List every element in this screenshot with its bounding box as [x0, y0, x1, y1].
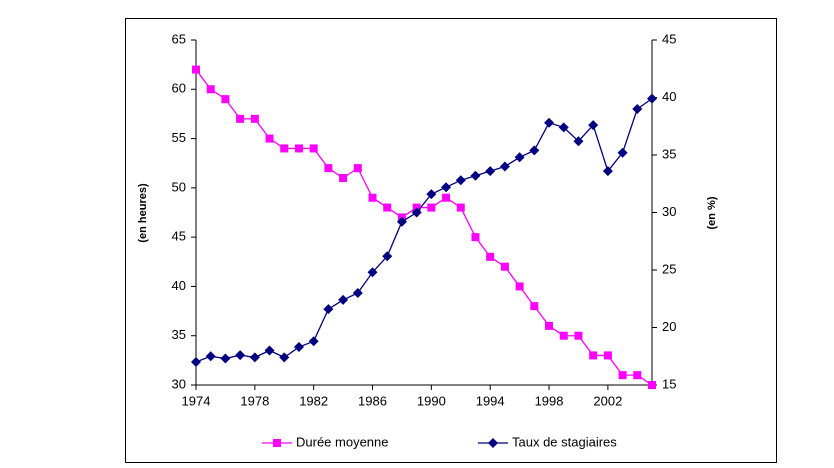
legend-marker — [488, 438, 498, 448]
point — [353, 164, 362, 173]
x-tick-label: 1974 — [182, 393, 211, 408]
point — [235, 350, 246, 361]
point — [514, 152, 525, 163]
point — [441, 182, 452, 193]
point — [602, 166, 613, 177]
x-tick-label: 1990 — [417, 393, 446, 408]
point — [632, 104, 643, 114]
y-tick-label: 40 — [172, 278, 186, 293]
y-tick-label: 55 — [172, 130, 186, 145]
y-tick-label: 45 — [172, 229, 186, 244]
point — [191, 357, 201, 367]
point — [470, 170, 481, 181]
point — [338, 294, 349, 305]
point — [471, 233, 480, 242]
point — [279, 352, 290, 363]
point — [456, 203, 465, 212]
point — [323, 304, 334, 315]
y-tick-label: 65 — [172, 31, 186, 46]
point — [588, 120, 599, 131]
y2-tick-label: 40 — [662, 89, 676, 104]
point — [617, 147, 628, 158]
point — [529, 145, 540, 156]
point — [618, 371, 627, 380]
y2-tick-label: 20 — [662, 319, 676, 334]
point — [455, 175, 466, 186]
point — [294, 144, 303, 153]
point — [249, 352, 260, 363]
point — [352, 288, 363, 298]
legend-label: Durée moyenne — [296, 434, 389, 449]
point — [530, 302, 539, 311]
x-tick-label: 1978 — [240, 393, 269, 408]
point — [545, 321, 554, 330]
point — [236, 114, 245, 123]
y2-axis-title: (en %) — [706, 196, 718, 229]
y2-tick-label: 45 — [662, 31, 676, 46]
point — [308, 336, 319, 347]
point — [339, 174, 348, 182]
y2-tick-label: 15 — [662, 376, 676, 391]
point — [647, 93, 657, 104]
point — [250, 114, 259, 123]
point — [368, 193, 377, 202]
point — [442, 193, 451, 202]
x-tick-label: 1986 — [358, 393, 387, 408]
point — [485, 166, 496, 177]
point — [324, 164, 333, 173]
x-tick-label: 1994 — [476, 393, 505, 408]
point — [427, 203, 436, 212]
point — [589, 351, 598, 360]
point — [426, 189, 437, 200]
legend-label: Taux de stagiaires — [512, 434, 617, 449]
point — [367, 267, 378, 278]
y2-tick-label: 30 — [662, 204, 676, 219]
point — [574, 331, 583, 340]
chart-frame — [125, 18, 777, 463]
point — [382, 251, 393, 262]
point — [559, 331, 568, 340]
point — [205, 351, 216, 362]
y-tick-label: 30 — [172, 376, 186, 391]
point — [411, 207, 422, 218]
point — [192, 65, 200, 74]
point — [515, 282, 524, 291]
point — [220, 353, 231, 364]
point — [280, 144, 289, 153]
y-tick-label: 60 — [172, 81, 186, 96]
point — [309, 144, 318, 153]
y-tick-label: 35 — [172, 327, 186, 342]
y-axis-title: (en heures) — [137, 183, 149, 243]
y2-tick-label: 35 — [662, 146, 676, 161]
point — [558, 122, 569, 133]
point — [573, 136, 584, 147]
x-tick-label: 1982 — [299, 393, 328, 408]
legend-marker — [273, 439, 281, 447]
point — [648, 381, 656, 389]
point — [396, 216, 407, 227]
point — [293, 342, 304, 353]
point — [206, 85, 215, 94]
point — [500, 262, 509, 271]
point — [264, 345, 275, 356]
x-tick-label: 1998 — [535, 393, 564, 408]
x-tick-label: 2002 — [593, 393, 622, 408]
point — [221, 95, 230, 104]
point — [603, 351, 612, 360]
point — [383, 203, 392, 212]
point — [486, 252, 495, 261]
point — [544, 117, 555, 128]
point — [499, 161, 510, 172]
y2-tick-label: 25 — [662, 261, 676, 276]
y-tick-label: 50 — [172, 179, 186, 194]
point — [265, 134, 274, 143]
point — [633, 371, 642, 380]
